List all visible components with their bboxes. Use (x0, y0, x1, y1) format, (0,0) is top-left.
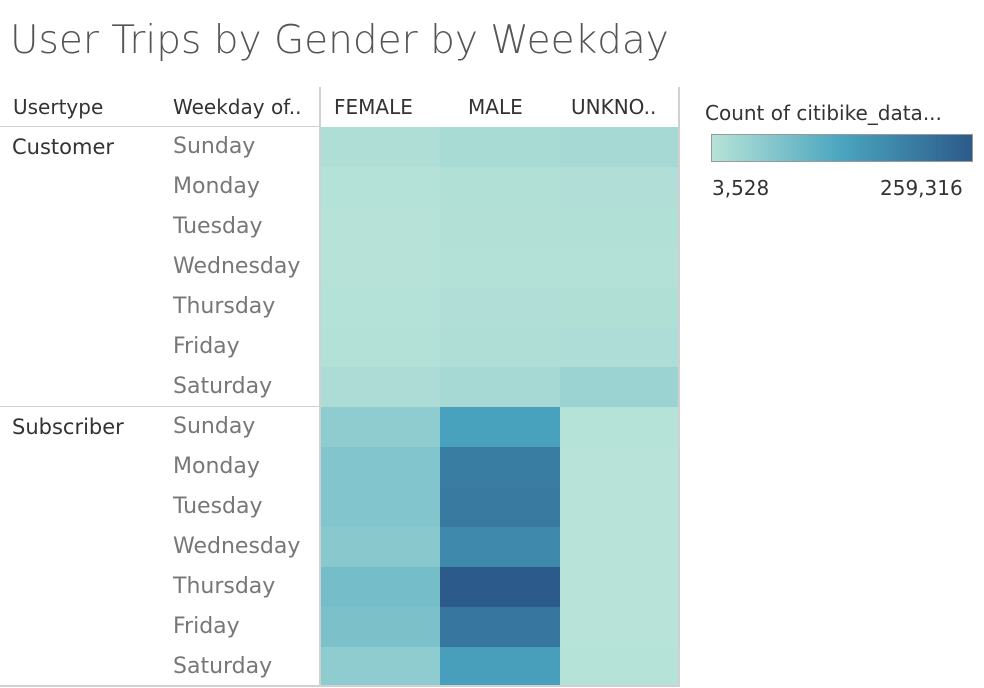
row-label-subscriber-monday: Monday (173, 454, 260, 479)
heatmap-cell-subscriber-saturday-2[interactable] (560, 647, 678, 687)
heatmap-cell-customer-thursday-0[interactable] (321, 287, 440, 327)
left-axis-line (319, 87, 321, 687)
color-legend-bar (711, 134, 973, 162)
row-label-customer-monday: Monday (173, 174, 260, 199)
group-divider-line (0, 406, 320, 407)
heatmap-cell-subscriber-sunday-0[interactable] (321, 407, 440, 447)
male-header[interactable]: MALE (468, 95, 523, 119)
page-title: User Trips by Gender by Weekday (10, 18, 669, 63)
heatmap-cell-subscriber-thursday-2[interactable] (560, 567, 678, 607)
heatmap-cell-subscriber-tuesday-2[interactable] (560, 487, 678, 527)
heatmap-cell-customer-tuesday-1[interactable] (440, 207, 560, 247)
heatmap-cell-subscriber-monday-1[interactable] (440, 447, 560, 487)
heatmap-cell-customer-sunday-0[interactable] (321, 127, 440, 167)
row-label-subscriber-wednesday: Wednesday (173, 534, 301, 559)
heatmap-cell-customer-monday-0[interactable] (321, 167, 440, 207)
heatmap-cell-subscriber-wednesday-2[interactable] (560, 527, 678, 567)
heatmap-cell-customer-friday-2[interactable] (560, 327, 678, 367)
row-label-subscriber-thursday: Thursday (173, 574, 276, 599)
heatmap-cell-customer-friday-0[interactable] (321, 327, 440, 367)
heatmap-cell-subscriber-thursday-1[interactable] (440, 567, 560, 607)
heatmap-cell-customer-wednesday-0[interactable] (321, 247, 440, 287)
row-label-subscriber-friday: Friday (173, 614, 240, 639)
heatmap-cell-subscriber-saturday-0[interactable] (321, 647, 440, 687)
heatmap-cell-subscriber-sunday-1[interactable] (440, 407, 560, 447)
heatmap-cell-subscriber-friday-0[interactable] (321, 607, 440, 647)
row-label-customer-friday: Friday (173, 334, 240, 359)
heatmap-cell-subscriber-monday-2[interactable] (560, 447, 678, 487)
heatmap-cell-customer-saturday-1[interactable] (440, 367, 560, 407)
group-label-customer: Customer (12, 135, 115, 159)
heatmap-cell-customer-thursday-2[interactable] (560, 287, 678, 327)
row-label-customer-sunday: Sunday (173, 134, 256, 159)
heatmap-cell-subscriber-monday-0[interactable] (321, 447, 440, 487)
legend-max-label: 259,316 (880, 176, 963, 200)
heatmap-cell-customer-saturday-2[interactable] (560, 367, 678, 407)
row-label-subscriber-saturday: Saturday (173, 654, 273, 679)
usertype-header[interactable]: Usertype (13, 95, 104, 119)
heatmap-cell-subscriber-saturday-1[interactable] (440, 647, 560, 687)
unknown-header[interactable]: UNKNO.. (571, 95, 657, 119)
heatmap-cell-subscriber-sunday-2[interactable] (560, 407, 678, 447)
heatmap-cell-subscriber-friday-1[interactable] (440, 607, 560, 647)
female-header[interactable]: FEMALE (334, 95, 413, 119)
bottom-axis-line (0, 685, 680, 687)
row-label-subscriber-sunday: Sunday (173, 414, 256, 439)
row-label-customer-saturday: Saturday (173, 374, 273, 399)
heatmap-cell-customer-sunday-2[interactable] (560, 127, 678, 167)
heatmap-cell-customer-saturday-0[interactable] (321, 367, 440, 407)
header-divider-line (0, 126, 320, 127)
row-label-customer-wednesday: Wednesday (173, 254, 301, 279)
weekday-header[interactable]: Weekday of.. (173, 95, 302, 119)
legend-min-label: 3,528 (712, 176, 770, 200)
row-label-subscriber-tuesday: Tuesday (173, 494, 263, 519)
heatmap-cell-subscriber-thursday-0[interactable] (321, 567, 440, 607)
heatmap-cell-customer-monday-1[interactable] (440, 167, 560, 207)
heatmap-cell-customer-tuesday-2[interactable] (560, 207, 678, 247)
group-label-subscriber: Subscriber (12, 415, 124, 439)
heatmap-cell-subscriber-wednesday-0[interactable] (321, 527, 440, 567)
heatmap-cell-customer-friday-1[interactable] (440, 327, 560, 367)
heatmap-cell-subscriber-wednesday-1[interactable] (440, 527, 560, 567)
legend-title: Count of citibike_data... (705, 101, 942, 125)
row-label-customer-tuesday: Tuesday (173, 214, 263, 239)
heatmap-cell-customer-wednesday-1[interactable] (440, 247, 560, 287)
heatmap-cell-customer-tuesday-0[interactable] (321, 207, 440, 247)
heatmap-cell-customer-monday-2[interactable] (560, 167, 678, 207)
heatmap-cell-subscriber-tuesday-0[interactable] (321, 487, 440, 527)
row-label-customer-thursday: Thursday (173, 294, 276, 319)
heatmap-cell-customer-thursday-1[interactable] (440, 287, 560, 327)
heatmap-cell-subscriber-tuesday-1[interactable] (440, 487, 560, 527)
right-axis-line (678, 87, 680, 687)
heatmap-cell-customer-sunday-1[interactable] (440, 127, 560, 167)
heatmap-cell-subscriber-friday-2[interactable] (560, 607, 678, 647)
heatmap-cell-customer-wednesday-2[interactable] (560, 247, 678, 287)
